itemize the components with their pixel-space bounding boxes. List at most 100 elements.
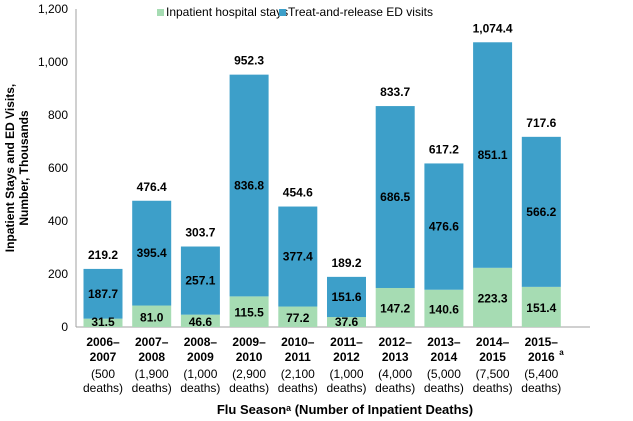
bar-inpatient	[473, 267, 513, 327]
legend-label-inpatient: Inpatient hospital stays	[166, 5, 288, 19]
data-label-total: 219.2	[88, 248, 118, 262]
x-tick-season: 2010–	[281, 335, 315, 349]
bar-inpatient	[83, 318, 123, 327]
legend-label-ed-visits: Treat-and-release ED visits	[288, 5, 433, 19]
x-tick-deaths: deaths)	[521, 381, 561, 395]
x-tick-season-end: 2008	[138, 350, 165, 364]
x-tick-season: 2014–	[476, 335, 510, 349]
data-label-total: 454.6	[283, 186, 313, 200]
data-label-inpatient: 46.6	[189, 315, 213, 329]
x-tick-deaths: (2,900	[232, 367, 266, 381]
x-tick-footnote: a	[559, 348, 564, 357]
y-tick-label: 400	[48, 214, 68, 228]
data-label-total: 833.7	[380, 85, 410, 99]
x-tick-season: 2007–	[135, 335, 169, 349]
x-tick-season-end: 2010	[236, 350, 263, 364]
x-tick-season: 2009–	[232, 335, 266, 349]
y-tick-label: 200	[48, 267, 68, 281]
bar-ed-visits	[424, 163, 464, 290]
bar-inpatient	[327, 317, 366, 327]
data-label-ed-visits: 851.1	[478, 148, 508, 162]
x-tick-deaths: deaths)	[180, 381, 220, 395]
x-tick-season: 2006–	[86, 335, 120, 349]
x-tick-season-end: 2016	[528, 350, 555, 364]
data-label-total: 617.2	[429, 142, 459, 156]
data-label-ed-visits: 187.7	[88, 287, 118, 301]
y-tick-label: 1,200	[38, 2, 68, 16]
bar-ed-visits	[375, 106, 415, 288]
bar-inpatient	[278, 306, 318, 327]
bar-ed-visits	[521, 136, 561, 287]
x-tick-season-end: 2009	[187, 350, 214, 364]
x-tick-deaths: (5,000	[427, 367, 461, 381]
x-tick-deaths: deaths)	[375, 381, 415, 395]
y-tick-label: 800	[48, 108, 68, 122]
x-tick-season: 2011–	[330, 335, 363, 349]
data-label-inpatient: 37.6	[335, 315, 359, 329]
x-tick-deaths: deaths)	[424, 381, 464, 395]
data-label-total: 952.3	[234, 54, 264, 68]
bar-ed-visits	[229, 74, 269, 297]
data-label-inpatient: 81.0	[140, 310, 164, 324]
data-label-ed-visits: 151.6	[331, 290, 361, 304]
x-tick-season: 2012–	[379, 335, 413, 349]
x-tick-deaths: deaths)	[278, 381, 318, 395]
x-tick-deaths: deaths)	[473, 381, 513, 395]
x-tick-season-end: 2015	[479, 350, 506, 364]
bar-inpatient	[375, 287, 415, 327]
y-axis-label: Inpatient Stays and ED Visits,Number, Th…	[3, 84, 31, 253]
bar-ed-visits	[132, 200, 172, 306]
x-tick-deaths: deaths)	[326, 381, 366, 395]
x-tick-deaths: (5,400	[524, 367, 558, 381]
x-tick-deaths: (2,100	[281, 367, 315, 381]
data-label-total: 189.2	[331, 256, 361, 270]
bar-inpatient	[229, 296, 269, 327]
bar-inpatient	[424, 289, 464, 327]
data-label-inpatient: 31.5	[91, 315, 115, 329]
y-tick-label: 0	[61, 320, 68, 334]
bar-ed-visits	[473, 42, 513, 268]
data-label-ed-visits: 566.2	[526, 205, 556, 219]
data-label-ed-visits: 686.5	[380, 190, 410, 204]
bar-inpatient	[180, 314, 220, 327]
data-label-inpatient: 151.4	[526, 301, 556, 315]
x-tick-season: 2015–	[525, 335, 559, 349]
x-tick-deaths: (1,000	[183, 367, 217, 381]
x-tick-season-end: 2007	[90, 350, 117, 364]
data-label-inpatient: 140.6	[429, 302, 459, 316]
x-tick-deaths: deaths)	[229, 381, 269, 395]
y-tick-label: 600	[48, 161, 68, 175]
x-tick-deaths: deaths)	[83, 381, 123, 395]
data-label-total: 1,074.4	[473, 21, 513, 35]
data-label-ed-visits: 395.4	[137, 246, 167, 260]
bar-ed-visits	[180, 246, 220, 315]
bar-ed-visits	[327, 276, 366, 318]
x-tick-deaths: (1,000	[329, 367, 363, 381]
y-tick-label: 1,000	[38, 55, 68, 69]
x-tick-season-end: 2013	[382, 350, 409, 364]
x-tick-season-end: 2014	[431, 350, 458, 364]
x-tick-deaths: (1,900	[135, 367, 169, 381]
x-axis-label: Flu Seasonᵃ (Number of Inpatient Deaths)	[217, 402, 473, 417]
data-label-inpatient: 223.3	[478, 291, 508, 305]
data-label-inpatient: 115.5	[234, 306, 264, 320]
data-label-ed-visits: 377.4	[283, 250, 313, 264]
x-tick-season-end: 2011	[285, 350, 311, 364]
legend-swatch-ed-visits	[279, 9, 286, 16]
data-label-ed-visits: 836.8	[234, 179, 264, 193]
data-label-total: 717.6	[526, 116, 556, 130]
bar-ed-visits	[83, 268, 123, 319]
bar-ed-visits	[278, 206, 318, 307]
x-tick-season: 2013–	[427, 335, 461, 349]
x-tick-deaths: deaths)	[132, 381, 172, 395]
x-tick-season-end: 2012	[333, 350, 360, 364]
x-tick-deaths: (500	[91, 367, 115, 381]
legend-swatch-inpatient	[157, 9, 164, 16]
data-label-ed-visits: 257.1	[185, 274, 215, 288]
x-tick-season: 2008–	[184, 335, 218, 349]
data-label-total: 476.4	[137, 180, 167, 194]
data-label-inpatient: 147.2	[380, 301, 410, 315]
bar-inpatient	[521, 286, 561, 327]
x-tick-deaths: (4,000	[378, 367, 412, 381]
